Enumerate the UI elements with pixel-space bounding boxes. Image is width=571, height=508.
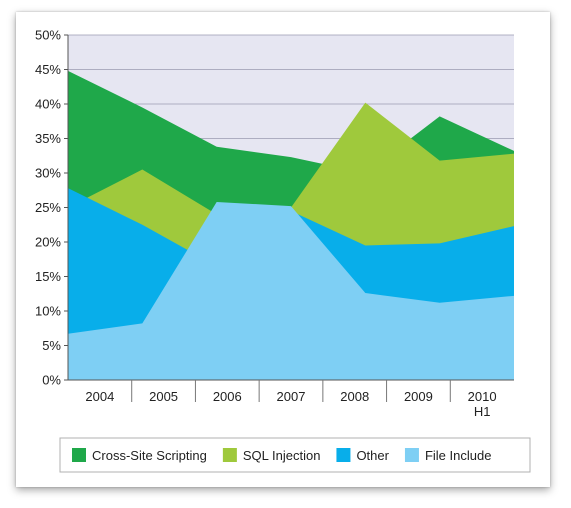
y-tick-label: 10% [35, 304, 61, 319]
x-axis-ticks: 2004 2005 2006 2007 2008 2009 2010 H1 [85, 380, 497, 419]
area-file-include [68, 201, 514, 380]
x-tick-label: 2009 [404, 389, 433, 404]
y-tick-label: 0% [42, 373, 61, 388]
y-axis-ticks: 0% 5% 10% 15% 20% 25% 30% 35% 40% 45% 50% [35, 28, 68, 388]
y-tick-label: 50% [35, 28, 61, 43]
legend-swatch-other [336, 448, 351, 462]
chart-frame: 0% 5% 10% 15% 20% 25% 30% 35% 40% 45% 50% 2004 2005… [16, 12, 550, 487]
x-tick-label: 2004 [85, 389, 114, 404]
y-tick-label: 45% [35, 62, 61, 77]
legend-label-cross-site-scripting: Cross-Site Scripting [92, 448, 207, 463]
y-tick-label: 20% [35, 235, 61, 250]
legend-swatch-cross-site-scripting [72, 448, 86, 462]
x-tick-label: 2005 [149, 389, 178, 404]
y-tick-label: 30% [35, 166, 61, 181]
y-tick-label: 15% [35, 269, 61, 284]
legend-label-sql-injection: SQL Injection [243, 448, 321, 463]
legend-label-file-include: File Include [425, 448, 491, 463]
x-tick-label: 2007 [277, 389, 306, 404]
x-tick-label: 2010 H1 [468, 389, 497, 419]
legend-swatch-file-include [404, 448, 419, 462]
x-tick-label: 2006 [213, 389, 242, 404]
y-tick-label: 25% [35, 200, 61, 215]
y-tick-label: 40% [35, 97, 61, 112]
area-chart: 0% 5% 10% 15% 20% 25% 30% 35% 40% 45% 50% 2004 2005… [35, 28, 531, 473]
x-tick-label: 2008 [340, 389, 369, 404]
legend-box [59, 437, 531, 473]
legend: Cross-Site Scripting SQL Injection Other Fi… [59, 437, 531, 473]
area-series [68, 70, 514, 381]
y-tick-label: 5% [42, 338, 61, 353]
y-tick-label: 35% [35, 131, 61, 146]
legend-swatch-sql-injection [222, 448, 237, 462]
legend-label-other: Other [356, 448, 389, 463]
